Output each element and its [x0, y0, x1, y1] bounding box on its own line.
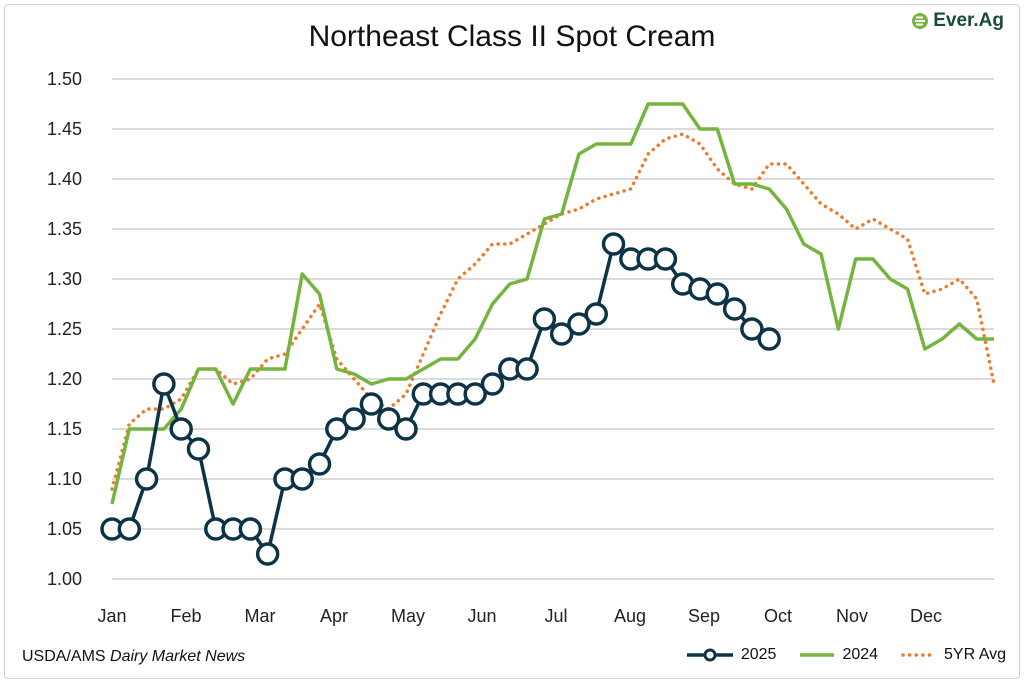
data-point-2025: [376, 407, 401, 431]
legend-item-5yr-avg: 5YR Avg: [900, 646, 1006, 664]
y-tick-label: 1.15: [47, 419, 82, 439]
y-tick-label: 1.20: [47, 369, 82, 389]
y-tick-label: 1.30: [47, 269, 82, 289]
data-point-2025: [238, 517, 263, 541]
y-tick-label: 1.35: [47, 219, 82, 239]
y-tick-label: 1.25: [47, 319, 82, 339]
data-point-2025: [359, 392, 384, 416]
legend: 2025 2024 5YR Avg: [685, 646, 1006, 664]
data-point-2025: [515, 357, 539, 381]
data-point-2025: [152, 372, 176, 396]
data-point-2025: [134, 467, 159, 491]
series-line-5yr-avg: [110, 132, 996, 491]
data-point-2025: [532, 307, 557, 331]
x-tick-label: Apr: [320, 606, 348, 626]
x-tick-label: Mar: [245, 606, 276, 626]
data-point-2025: [117, 517, 142, 541]
logo-icon: [912, 13, 929, 29]
chart-title: Northeast Class II Spot Cream: [308, 20, 716, 53]
data-point-2025: [325, 417, 349, 441]
data-point-2025: [290, 467, 314, 491]
source-publication: Dairy Market News: [110, 648, 246, 665]
series-line-2024: [110, 102, 994, 505]
data-point-2025: [722, 297, 747, 321]
x-tick-label: Oct: [764, 606, 792, 626]
legend-swatch-5yr-avg: [901, 653, 938, 657]
data-point-2025: [567, 312, 591, 336]
data-point-2025: [601, 232, 626, 256]
y-tick-label: 1.50: [47, 69, 82, 89]
x-tick-label: Feb: [170, 606, 201, 626]
x-tick-label: Sep: [688, 606, 720, 626]
x-tick-label: Jul: [544, 606, 567, 626]
data-point-2025: [740, 317, 764, 341]
legend-swatch-2024: [800, 653, 835, 657]
x-tick-label: Jan: [97, 606, 126, 626]
y-tick-label: 1.00: [47, 569, 82, 589]
data-point-2025: [480, 372, 505, 396]
x-tick-label: May: [391, 606, 425, 626]
chart-frame: [4, 4, 1020, 679]
ever-ag-logo: Ever.Ag: [911, 10, 1004, 32]
data-point-2025: [342, 407, 366, 431]
y-tick-label: 1.45: [47, 119, 82, 139]
legend-label: 2025: [740, 646, 777, 663]
source-note: USDA/AMS Dairy Market News: [22, 648, 245, 666]
data-point-2025: [169, 417, 193, 441]
x-tick-label: Nov: [836, 606, 868, 626]
data-point-2025: [255, 542, 280, 566]
data-point-2025: [394, 417, 418, 441]
legend-swatch-2025: [686, 648, 733, 662]
legend-label: 5YR Avg: [944, 646, 1006, 663]
data-point-2025: [757, 327, 781, 351]
x-tick-label: Jun: [467, 606, 496, 626]
legend-item-2024: 2024: [798, 646, 878, 664]
x-tick-label: Dec: [910, 606, 942, 626]
data-point-2025: [549, 322, 574, 346]
data-point-2025: [584, 302, 608, 326]
legend-label: 2024: [842, 646, 879, 663]
y-tick-label: 1.40: [47, 169, 82, 189]
legend-item-2025: 2025: [685, 646, 777, 664]
x-tick-label: Aug: [614, 606, 646, 626]
source-prefix: USDA/AMS: [22, 648, 111, 665]
y-tick-label: 1.05: [47, 519, 82, 539]
y-tick-label: 1.10: [47, 469, 82, 489]
data-point-2025: [307, 452, 332, 476]
data-point-2025: [653, 247, 678, 271]
logo-text: Ever.Ag: [933, 10, 1004, 31]
data-point-2025: [186, 437, 211, 461]
data-point-2025: [463, 382, 487, 406]
data-point-2025: [705, 282, 730, 306]
